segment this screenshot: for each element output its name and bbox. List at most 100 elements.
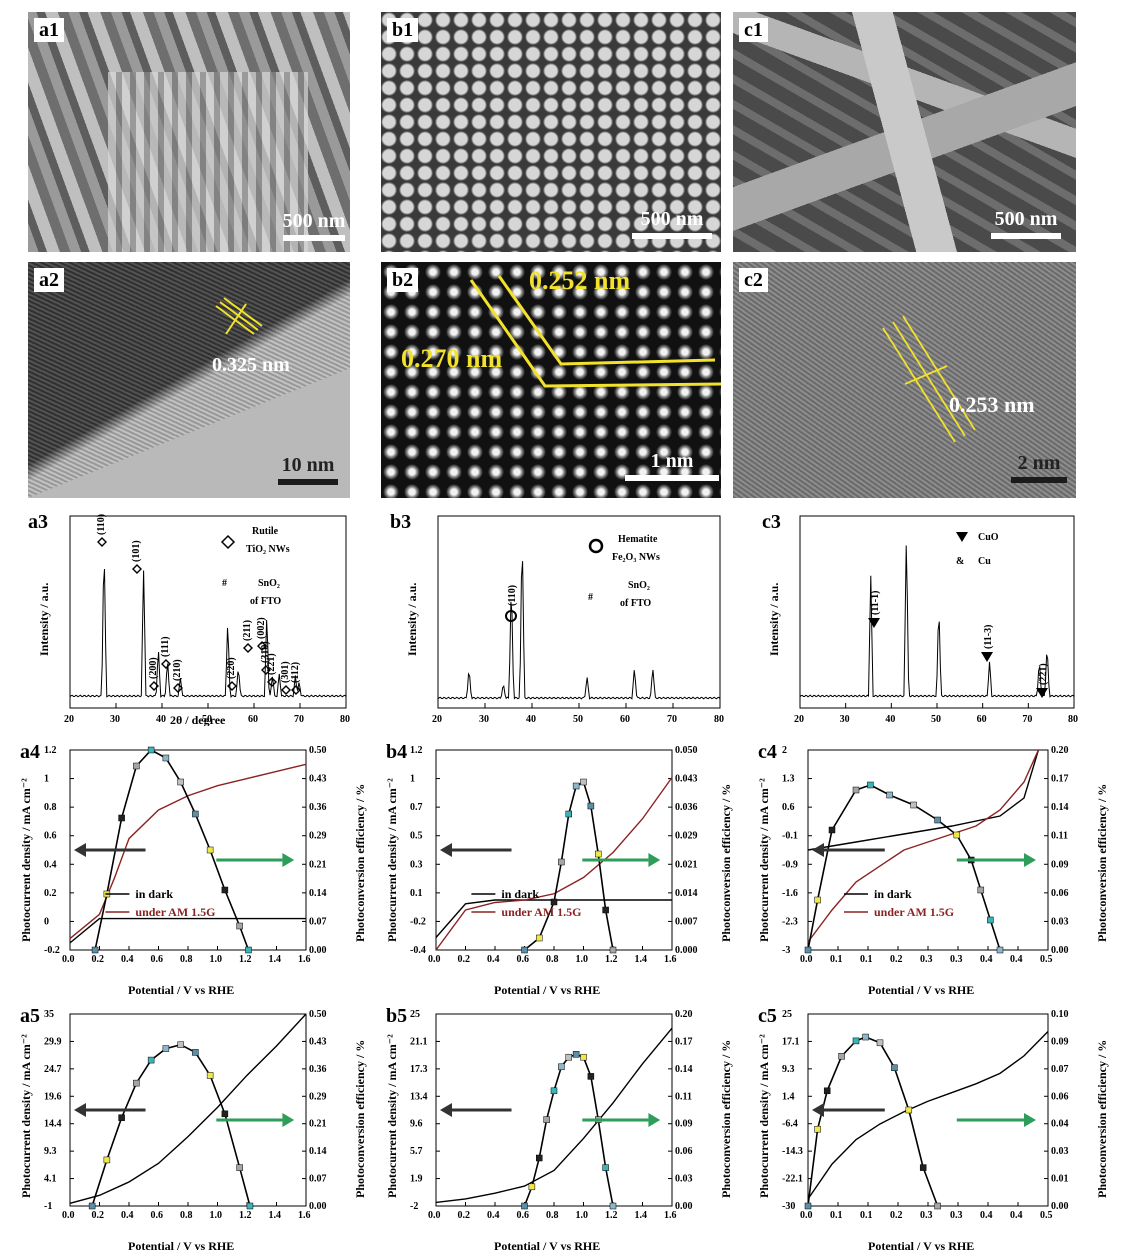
legend-label: under AM 1.5G [874, 905, 954, 919]
x-tick-label: 0.6 [151, 1210, 164, 1221]
y2-tick-label: 0.14 [1051, 802, 1069, 813]
y-axis-label: Photocurrent density / mA cm⁻² [19, 1034, 33, 1198]
x-tick-label: 0.6 [151, 954, 164, 965]
x-tick-label: 1.0 [576, 1210, 589, 1221]
panel-tag: a5 [20, 1005, 40, 1027]
x-tick-label: 0.5 [1040, 1210, 1053, 1221]
current-curve [807, 1030, 1049, 1200]
y-tick-label: 0.8 [44, 802, 57, 813]
efficiency-point [177, 1041, 184, 1048]
y2-tick-label: 0.10 [1051, 1009, 1069, 1020]
jv-chart-b5: b5 0.0 0.2 0.4 0.6 0.8 1.0 1.2 1.4 1.6 -2 0.00 1.9 0.… [385, 1005, 733, 1253]
y2-tick-label: 0.43 [309, 774, 327, 785]
x-tick-label: 1.6 [664, 1210, 677, 1221]
efficiency-point [587, 802, 595, 810]
y2-tick-label: 0.07 [309, 916, 327, 927]
lattice-spacing-label: 0.252 nm [529, 266, 631, 295]
peak-marker [161, 659, 171, 669]
scale-bar: 10 nm [268, 454, 348, 485]
x-tick-label: 1.6 [664, 954, 677, 965]
peak-label: (110) [507, 585, 518, 606]
y2-tick-label: 0.36 [309, 1064, 327, 1075]
x-axis-label: Potential / V vs RHE [494, 1239, 600, 1253]
legend-label: Rutile [252, 526, 279, 537]
x-axis-label: Potential / V vs RHE [868, 983, 974, 997]
y2-tick-label: 0.01 [1051, 1174, 1069, 1185]
efficiency-point [192, 1049, 199, 1056]
lattice-spacing-label: 0.253 nm [949, 392, 1035, 417]
y2-tick-label: 0.07 [1051, 1064, 1069, 1075]
peak-marker [173, 683, 183, 693]
legend-label: of FTO [250, 596, 281, 607]
efficiency-point [133, 1079, 140, 1087]
x-tick-label: 0.4 [980, 1210, 993, 1221]
x-tick-label: 30 [479, 714, 489, 725]
efficiency-point [147, 1056, 155, 1064]
x-tick-label: 50 [202, 714, 212, 725]
efficiency-curve [523, 1053, 614, 1207]
x-tick-label: 0.2 [92, 1210, 105, 1221]
peak-label: (111) [160, 636, 171, 657]
legend-symbol: & [956, 556, 964, 567]
efficiency-point [814, 1125, 821, 1133]
x-tick-label: 20 [64, 714, 74, 725]
legend-label: SnO₂ [258, 578, 280, 589]
x-tick-label: 0.3 [920, 954, 933, 965]
panel-tag: c2 [739, 268, 768, 292]
x-tick-label: 1.6 [298, 954, 311, 965]
peak-marker [257, 641, 267, 651]
efficiency-point [521, 1202, 528, 1210]
y2-tick-label: 0.007 [675, 916, 698, 927]
arrow-head [812, 1103, 824, 1117]
panel-tag: a4 [20, 741, 40, 763]
scale-bar: 500 nm [627, 208, 717, 239]
scale-bar: 500 nm [981, 208, 1071, 239]
y-tick-label: 14.4 [44, 1119, 62, 1130]
x-tick-label: 50 [573, 714, 583, 725]
y-tick-label: 0.6 [44, 831, 57, 842]
x-tick-label: 1.4 [269, 1210, 282, 1221]
efficiency-point [934, 1202, 941, 1210]
y-tick-label: 5.7 [410, 1146, 423, 1157]
x-tick-label: 80 [340, 714, 350, 725]
y2-tick-label: 0.50 [309, 745, 327, 756]
x-tick-label: 40 [885, 714, 895, 725]
jv-chart-b4: b4 0.0 0.2 0.4 0.6 0.8 1.0 1.2 1.4 1.6 -0.4 0.000 -0… [385, 741, 733, 997]
efficiency-curve [807, 784, 1001, 951]
y-tick-label: -1 [44, 1201, 52, 1212]
x-tick-label: 0.2 [458, 1210, 471, 1221]
y2-tick-label: 0.14 [309, 1146, 327, 1157]
lattice-spacing-label: 0.325 nm [212, 354, 290, 376]
y-tick-label: 1.4 [782, 1091, 795, 1102]
y-axis-label: Intensity / a.u. [405, 583, 419, 656]
y2-tick-label: 0.021 [675, 859, 698, 870]
efficiency-point [919, 1164, 927, 1171]
scale-bar: 2 nm [1005, 452, 1073, 483]
peak-marker [267, 677, 277, 687]
peak-marker [132, 564, 142, 574]
y2-tick-label: 0.07 [309, 1174, 327, 1185]
efficiency-point [565, 810, 572, 818]
panel-tag: c3 [762, 511, 781, 533]
efficiency-point [162, 1045, 170, 1052]
sem-image-b1: b1 500 nm [381, 12, 721, 252]
x-tick-label: 80 [714, 714, 724, 725]
peak-label: (101) [131, 540, 142, 562]
y-axis-label: Photocurrent density / mA cm⁻² [385, 778, 399, 942]
y2-tick-label: 0.50 [309, 1009, 327, 1020]
y2-tick-label: 0.043 [675, 774, 698, 785]
x-tick-label: 1.6 [298, 1210, 311, 1221]
x-tick-label: 1.4 [635, 1210, 648, 1221]
y2-tick-label: 0.00 [1051, 1201, 1069, 1212]
y-tick-label: -0.2 [410, 916, 426, 927]
x-tick-label: 1.0 [210, 1210, 223, 1221]
peak-label: (110) [96, 514, 107, 535]
efficiency-curve [523, 780, 614, 951]
arrow-head [1024, 853, 1036, 867]
efficiency-point [823, 1087, 831, 1095]
x-axis-label: Potential / V vs RHE [128, 983, 234, 997]
efficiency-point [587, 1073, 595, 1080]
x-tick-label: 0.3 [950, 954, 963, 965]
peak-marker [97, 537, 107, 547]
efficiency-point [996, 946, 1004, 954]
